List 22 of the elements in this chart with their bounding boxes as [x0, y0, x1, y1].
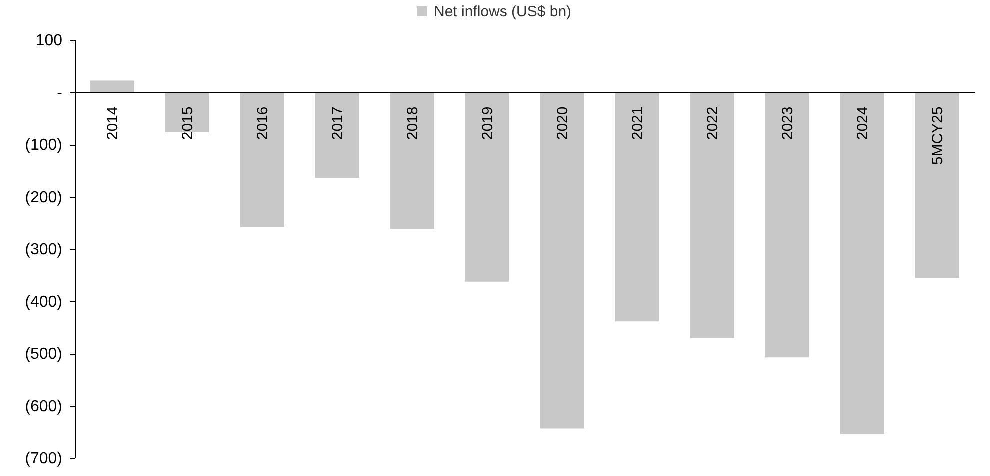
x-tick-label: 2024: [854, 106, 872, 140]
x-tick-label: 5MCY25: [930, 106, 946, 166]
y-tick-label: -: [57, 84, 62, 102]
y-tick-label: (500): [25, 346, 62, 363]
y-tick-label: (700): [25, 450, 62, 468]
y-tick-label: (400): [25, 294, 62, 311]
x-tick-label: 2021: [630, 106, 646, 140]
y-tick-label: (200): [25, 189, 62, 206]
legend-label: Net inflows (US$ bn): [434, 4, 572, 20]
x-tick-label: 2017: [330, 106, 346, 140]
y-tick-label: 100: [36, 32, 63, 50]
x-tick-label: 2015: [180, 106, 196, 140]
y-tick-label: (600): [25, 398, 62, 416]
y-tick-label: (100): [25, 137, 62, 154]
x-tick-label: 2018: [404, 106, 422, 140]
x-tick-label: 2014: [104, 106, 122, 140]
x-tick-label: 2023: [780, 106, 796, 140]
x-tick-label: 2016: [254, 106, 272, 140]
x-tick-label: 2019: [480, 106, 496, 140]
y-tick-label: (300): [25, 242, 62, 258]
x-tick-label: 2022: [704, 106, 722, 140]
x-tick-label: 2020: [554, 106, 572, 140]
